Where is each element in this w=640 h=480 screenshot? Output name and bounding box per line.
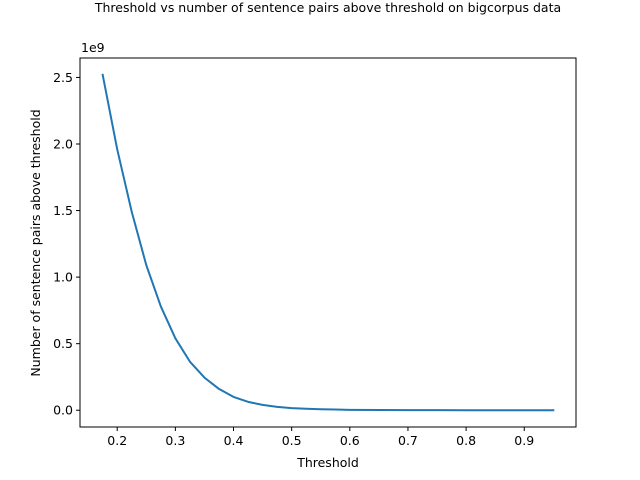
x-tick-label: 0.4	[224, 433, 244, 448]
plot-frame	[79, 57, 577, 428]
y-axis-label: Number of sentence pairs above threshold	[28, 109, 43, 376]
y-tick-label: 0.5	[53, 336, 73, 351]
x-tick-label: 0.6	[340, 433, 360, 448]
plot-area: 0.2 0.3 0.4 0.5 0.6 0.7 0.8 0.9 0.0 0.5 1.0 1.5 2.0 2…	[53, 57, 577, 448]
x-tick-label: 0.8	[456, 433, 476, 448]
x-tick-label: 0.5	[282, 433, 302, 448]
x-tick-label: 0.2	[107, 433, 127, 448]
y-tick-label: 0.0	[53, 403, 73, 418]
x-tick-label: 0.7	[398, 433, 418, 448]
y-tick-label: 2.0	[53, 136, 73, 151]
y-tick-label: 1.5	[53, 203, 73, 218]
y-tick-label: 1.0	[53, 270, 73, 285]
y-tick-label: 2.5	[53, 70, 73, 85]
chart-title: Threshold vs number of sentence pairs ab…	[94, 0, 561, 15]
x-tick-label: 0.3	[165, 433, 185, 448]
x-tick-label: 0.9	[514, 433, 534, 448]
y-axis-offset-label: 1e9	[81, 40, 105, 55]
x-axis-label: Threshold	[296, 455, 359, 470]
series-line-1	[101, 73, 555, 412]
